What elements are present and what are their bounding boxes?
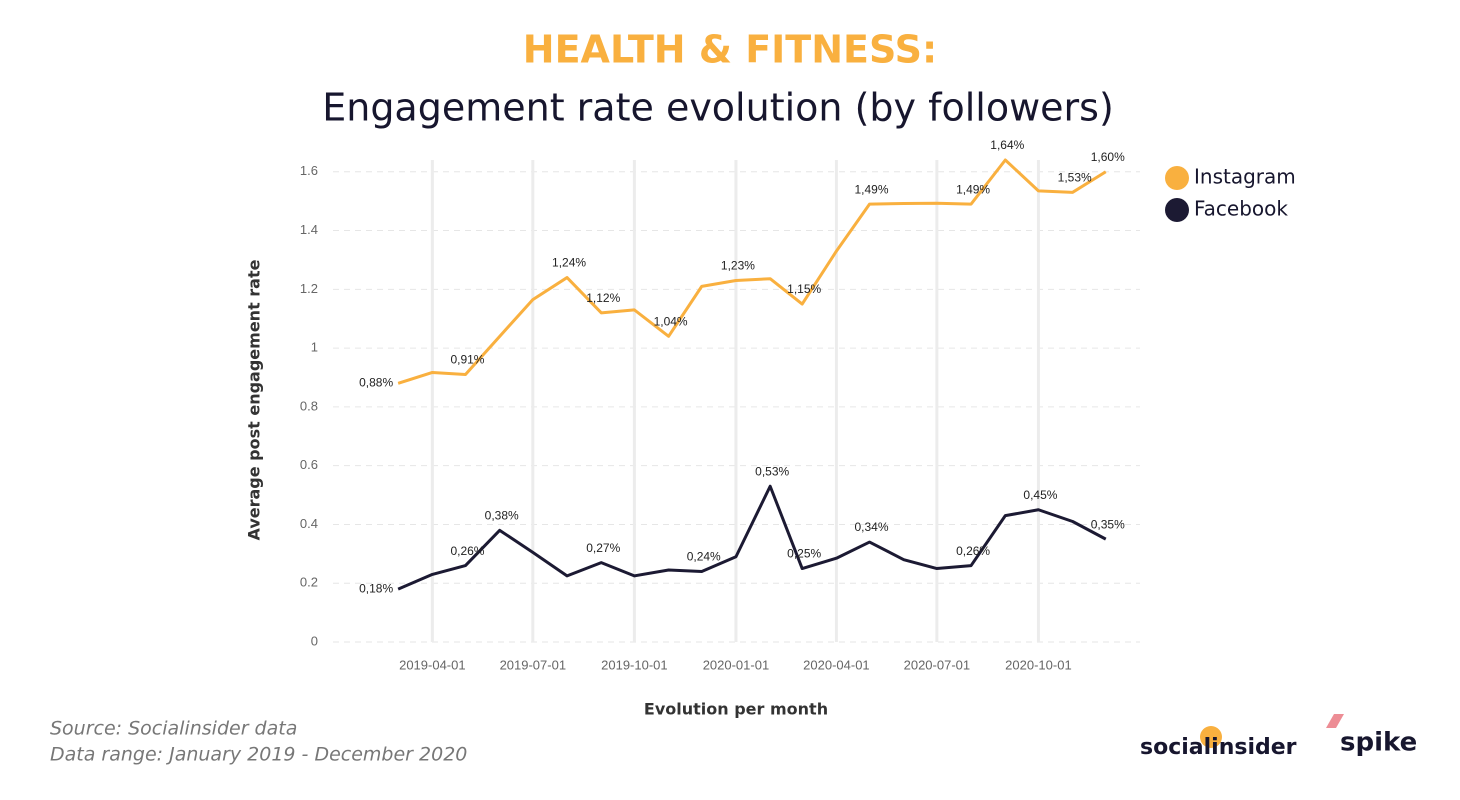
data-label: 0,91% (450, 353, 484, 367)
x-tick-label: 2019-04-01 (399, 657, 466, 672)
data-label: 1,64% (990, 138, 1024, 152)
x-tick-label: 2019-10-01 (601, 657, 668, 672)
data-label: 0,26% (956, 544, 990, 558)
data-label: 1,15% (787, 282, 821, 296)
y-tick-label: 1.4 (300, 222, 318, 237)
logo-dot (1200, 726, 1222, 748)
data-label: 1,04% (654, 315, 688, 329)
data-label: 0,24% (687, 550, 721, 564)
legend-label: Facebook (1194, 197, 1288, 221)
y-tick-label: 0 (311, 633, 318, 648)
x-tick-label: 2020-04-01 (803, 657, 870, 672)
range-note: Data range: January 2019 - December 2020 (50, 744, 467, 766)
data-label: 0,34% (855, 520, 889, 534)
data-label: 0,26% (450, 544, 484, 558)
y-tick-label: 1.6 (300, 163, 318, 178)
data-label: 1,60% (1091, 150, 1125, 164)
y-tick-label: 1.2 (300, 281, 318, 296)
data-label: 1,12% (586, 291, 620, 305)
data-label: 1,53% (1058, 171, 1092, 185)
data-label: 0,18% (359, 581, 393, 595)
x-tick-label: 2020-01-01 (703, 657, 770, 672)
series-line (397, 484, 1107, 591)
chart-title: HEALTH & FITNESS: (523, 28, 937, 72)
x-axis-label: Evolution per month (644, 700, 828, 719)
legend-swatch (1165, 198, 1189, 222)
data-label: 1,24% (552, 256, 586, 270)
data-label: 1,23% (721, 259, 755, 273)
data-label: 0,35% (1091, 517, 1125, 531)
y-axis-label: Average post engagement rate (245, 259, 264, 540)
y-tick-label: 0.8 (300, 398, 318, 413)
legend-swatch (1165, 166, 1189, 190)
logo-spike: spike (1340, 728, 1417, 758)
data-label: 0,53% (755, 464, 789, 478)
y-tick-label: 0.6 (300, 457, 318, 472)
data-label: 0,38% (485, 508, 519, 522)
data-label: 0,25% (787, 547, 821, 561)
data-label: 1,49% (956, 182, 990, 196)
data-label: 0,88% (359, 376, 393, 390)
y-tick-label: 0.2 (300, 575, 318, 590)
source-note: Source: Socialinsider data (50, 718, 297, 740)
y-tick-label: 0.4 (300, 516, 318, 531)
data-label: 1,49% (855, 182, 889, 196)
data-label: 0,45% (1023, 488, 1057, 502)
logo-socialinsider: socialinsider (1140, 735, 1297, 760)
legend-label: Instagram (1194, 165, 1296, 189)
chart-subtitle: Engagement rate evolution (by followers) (322, 86, 1114, 130)
y-tick-label: 1 (311, 340, 318, 355)
x-tick-label: 2020-10-01 (1005, 657, 1072, 672)
logo-spike-mark (1326, 714, 1344, 728)
x-tick-label: 2019-07-01 (500, 657, 567, 672)
series-line (397, 158, 1107, 385)
x-tick-label: 2020-07-01 (904, 657, 971, 672)
data-label: 0,27% (586, 541, 620, 555)
